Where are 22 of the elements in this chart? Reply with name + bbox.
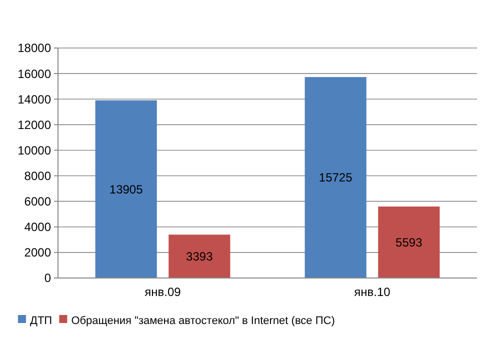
data-label: 5593 — [396, 235, 423, 250]
data-label: 13905 — [109, 182, 144, 196]
y-tick-label: 2000 — [24, 246, 52, 260]
bar — [95, 100, 157, 278]
y-tick-label: 8000 — [24, 168, 52, 183]
bar — [378, 206, 440, 278]
y-tick-label: 12000 — [18, 118, 52, 132]
y-tick-label: 18000 — [18, 41, 52, 56]
y-tick-label: 6000 — [24, 194, 52, 209]
y-tick-label: 4000 — [24, 220, 52, 234]
x-tick-label: янв.09 — [144, 285, 182, 299]
data-label: 3393 — [186, 250, 214, 264]
y-tick-label: 0 — [44, 271, 52, 286]
bar — [168, 234, 230, 278]
data-label: 15725 — [318, 170, 353, 185]
bar — [304, 77, 366, 278]
y-tick-label: 16000 — [18, 66, 52, 81]
legend-label: Обращения "замена автостекол" в Internet (все ПС) — [71, 314, 335, 327]
x-tick-label: янв.10 — [354, 285, 391, 299]
y-tick-label: 10000 — [18, 143, 52, 158]
legend-label: ДТП — [30, 314, 52, 327]
y-tick-label: 14000 — [18, 92, 52, 106]
